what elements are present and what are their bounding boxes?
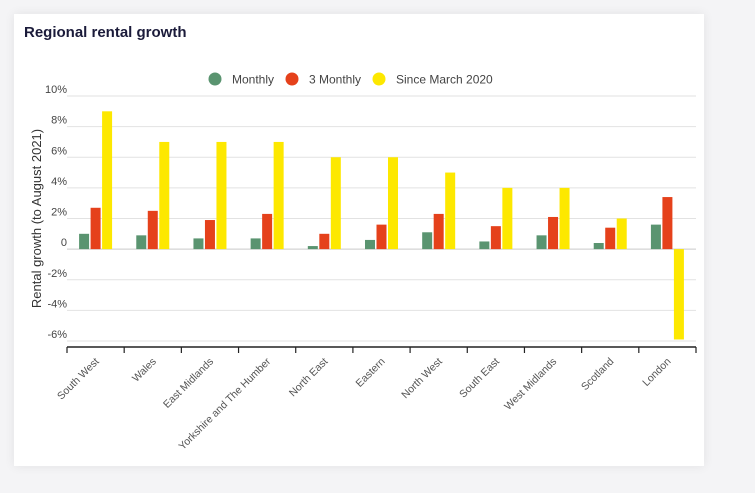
legend-marker-1: [208, 72, 222, 86]
bar-2-3: [204, 220, 215, 250]
legend-marker-2: [285, 72, 299, 86]
bar-1-7: [422, 232, 433, 250]
x-tick-label: Scotland: [579, 356, 616, 393]
y-tick-label: 10%: [45, 84, 67, 96]
legend-marker-3: [372, 72, 386, 86]
bar-1-1: [79, 233, 90, 250]
y-tick-label: -4%: [47, 298, 67, 310]
y-tick-label: 6%: [51, 145, 67, 157]
y-tick-label: 8%: [51, 115, 67, 127]
bar-1-10: [593, 243, 604, 250]
bar-3-5: [330, 157, 341, 250]
bar-2-5: [319, 233, 330, 250]
x-tick-label: Yorkshire and The Humber: [176, 355, 273, 452]
bar-1-3: [193, 238, 204, 250]
bar-3-10: [616, 218, 627, 250]
bar-3-8: [502, 187, 513, 250]
x-tick-label: Wales: [130, 356, 159, 385]
legend-label-2: 3 Monthly: [309, 73, 361, 87]
x-tick-label: West Midlands: [502, 356, 559, 413]
y-tick-label: 4%: [51, 176, 67, 188]
x-tick-label: South West: [55, 356, 102, 403]
x-tick-label: Eastern: [354, 356, 388, 390]
bar-1-6: [365, 239, 375, 250]
y-tick-label: 2%: [51, 207, 67, 219]
bar-2-4: [262, 213, 273, 250]
bar-3-1: [102, 111, 113, 250]
bar-3-9: [559, 187, 570, 250]
x-tick-label: South East: [457, 356, 502, 401]
bar-2-10: [605, 227, 616, 250]
bar-2-8: [490, 226, 501, 250]
bar-chart: Monthly 3 Monthly Since March 2020 Rental g…: [29, 72, 697, 452]
bar-1-8: [479, 241, 490, 250]
bar-3-6: [388, 157, 398, 250]
legend-label-3: Since March 2020: [396, 73, 493, 87]
bar-2-11: [662, 197, 673, 250]
chart-card: Regional rental growth Monthly 3 Monthly S…: [14, 14, 704, 466]
x-tick-label: North East: [287, 356, 331, 400]
bar-3-2: [159, 141, 170, 250]
bar-2-9: [548, 216, 559, 250]
y-tick-label: 0: [61, 237, 67, 249]
bar-1-11: [650, 224, 661, 250]
chart-title: Regional rental growth: [24, 24, 187, 41]
bar-3-7: [445, 172, 456, 250]
x-tick-label: East Midlands: [161, 356, 216, 411]
bar-2-2: [147, 210, 158, 250]
bar-1-5: [307, 246, 318, 250]
bar-3-3: [216, 141, 227, 250]
y-tick-label: -2%: [47, 268, 67, 280]
y-axis-label: Rental growth (to August 2021): [29, 129, 44, 308]
x-tick-label: North West: [399, 356, 445, 402]
bar-1-4: [250, 238, 261, 250]
bar-1-9: [536, 235, 547, 250]
legend-label-1: Monthly: [232, 73, 274, 87]
x-tick-label: London: [640, 356, 673, 389]
bar-3-11: [673, 249, 684, 340]
bar-1-2: [136, 235, 147, 250]
y-tick-label: -6%: [47, 329, 67, 341]
bar-3-4: [273, 141, 284, 250]
bar-2-6: [376, 224, 387, 250]
bar-2-1: [90, 207, 101, 250]
bar-2-7: [433, 213, 444, 250]
